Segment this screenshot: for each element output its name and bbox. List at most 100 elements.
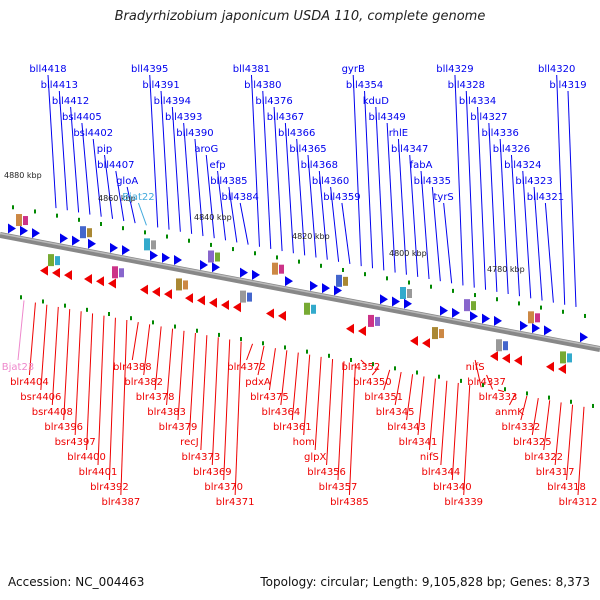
gene-label: bll4360 [312, 176, 349, 187]
reverse-gene-arrow [358, 326, 366, 337]
leader-line [443, 202, 453, 284]
feature-block [16, 214, 22, 227]
feature-block [407, 289, 412, 298]
genome-axis-layer [0, 232, 600, 352]
reverse-gene-arrow [152, 286, 160, 297]
leader-line [205, 154, 215, 239]
leader-line [386, 122, 396, 273]
tick-mark [518, 301, 520, 306]
gene-label: blr4340 [433, 482, 472, 493]
gene-label: blr4400 [67, 452, 106, 463]
leader-line [314, 356, 322, 451]
gene-label: bll4326 [493, 144, 530, 155]
leader-line [360, 359, 368, 366]
gene-label: bll4328 [448, 80, 485, 91]
forward-gene-arrow [60, 233, 68, 244]
reverse-gene-arrow [108, 278, 116, 289]
tick-mark [350, 357, 352, 362]
tick-mark [562, 309, 564, 314]
leader-line [257, 345, 265, 376]
feature-block [567, 353, 572, 363]
leader-line [228, 186, 238, 243]
gene-label: bll4381 [233, 64, 270, 75]
leader-line [508, 393, 516, 406]
gene-label: blr4341 [399, 437, 438, 448]
leader-line [17, 300, 25, 361]
feature-block [151, 240, 156, 250]
gene-label: blr4369 [193, 467, 232, 478]
gene-label: blr4373 [182, 452, 221, 463]
forward-gene-arrow [334, 285, 342, 296]
gene-label: bll4320 [538, 64, 575, 75]
leader-line [177, 330, 185, 421]
reverse-gene-arrow [209, 297, 217, 308]
gene-label: pdxA [245, 377, 271, 388]
forward-gene-arrow [72, 235, 80, 246]
tick-mark [584, 313, 586, 318]
leader-line [183, 122, 193, 234]
gene-label: efp [210, 160, 226, 171]
gene-label: blr4401 [79, 467, 118, 478]
gene-label: bll4393 [165, 112, 202, 123]
gene-label: bll4366 [278, 128, 315, 139]
leader-line [211, 337, 219, 466]
tick-mark [210, 242, 212, 247]
tick-mark [438, 374, 440, 379]
reverse-gene-arrow [96, 276, 104, 287]
gene-label: bll4394 [154, 96, 191, 107]
gene-label: bll4349 [368, 112, 405, 123]
tick-mark [526, 391, 528, 396]
leader-line [137, 202, 147, 226]
reverse-gene-arrow [558, 364, 566, 375]
gene-label: kduD [363, 96, 389, 107]
tick-mark [364, 272, 366, 277]
gene-label: nifS [420, 452, 439, 463]
feature-block [247, 292, 252, 302]
leader-line [40, 304, 48, 391]
forward-gene-arrow [310, 280, 318, 291]
forward-gene-arrow [88, 238, 96, 249]
forward-gene-arrow [482, 313, 490, 324]
leader-line [383, 369, 391, 391]
tick-mark [56, 213, 58, 218]
gene-label: bll4367 [267, 112, 304, 123]
label-leader-lines [17, 74, 585, 496]
reverse-gene-arrow [278, 310, 286, 321]
kbp-marker: 4840 kbp [194, 213, 232, 222]
feature-block [87, 228, 92, 238]
tick-mark [504, 387, 506, 392]
gene-label: bll4368 [301, 160, 338, 171]
leader-line [577, 406, 585, 496]
leader-line [70, 106, 80, 213]
tick-mark [306, 349, 308, 354]
leader-line [364, 90, 374, 269]
reverse-gene-arrow [64, 270, 72, 281]
figure-title: Bradyrhizobium japonicum USDA 110, compl… [114, 9, 486, 24]
gene-label: bll4391 [142, 80, 179, 91]
reverse-gene-arrow [185, 293, 193, 304]
leader-line [406, 374, 414, 421]
gene-label: blr4392 [90, 482, 129, 493]
tick-mark [108, 312, 110, 316]
tick-mark [166, 234, 168, 239]
reverse-gene-arrow [410, 335, 418, 346]
forward-gene-arrow [200, 260, 208, 270]
feature-block [304, 302, 310, 315]
feature-block [528, 311, 534, 324]
gene-label: bll4324 [504, 160, 541, 171]
gene-label: blr4387 [102, 497, 141, 508]
gene-label: tyrS [433, 192, 453, 203]
forward-gene-arrow [544, 325, 552, 336]
leader-line [291, 352, 299, 421]
gene-label: blr4383 [147, 407, 186, 418]
leader-line [330, 186, 340, 262]
gene-label: blr4318 [547, 482, 586, 493]
reverse-gene-arrow [164, 289, 172, 300]
leader-line [428, 378, 436, 451]
gene-label: bll4365 [289, 144, 326, 155]
gene-label: blr4333 [479, 392, 518, 403]
tick-mark [482, 383, 484, 388]
leader-line [250, 74, 260, 247]
reverse-gene-arrow [514, 355, 522, 366]
